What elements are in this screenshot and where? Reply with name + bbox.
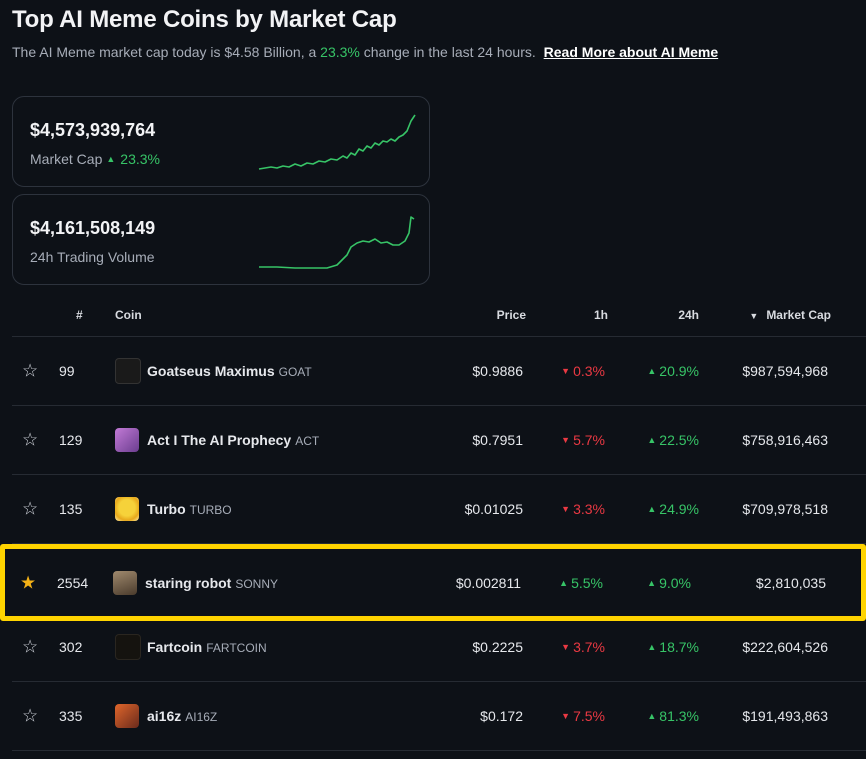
row-market-cap: $758,916,463 (742, 431, 828, 448)
market-cap-label: Market Cap (30, 151, 103, 167)
row-price: $0.2225 (472, 638, 523, 655)
down-arrow-icon: ▼ (561, 710, 571, 721)
row-rank: 99 (59, 362, 75, 379)
star-icon[interactable]: ☆ (22, 705, 39, 725)
volume-sparkline (259, 216, 415, 269)
table-row[interactable]: ☆ 135 Turbo TURBO $0.01025 ▼ 3.3% ▲ 24.9% $… (12, 474, 866, 544)
subtitle-change: 23.3% (320, 44, 360, 60)
staring-robot-icon (113, 570, 137, 595)
star-icon[interactable]: ☆ (22, 360, 39, 380)
row-24h: ▲ 22.5% (647, 431, 699, 448)
coin-symbol: GOAT (278, 364, 312, 379)
row-24h: ▲ 20.9% (647, 362, 699, 379)
volume-card: $4,161,508,149 24h Trading Volume (12, 194, 430, 285)
row-1h: ▼ 0.3% (561, 362, 605, 379)
up-arrow-icon: ▲ (647, 365, 657, 376)
down-arrow-icon: ▼ (561, 641, 571, 652)
goat-icon (115, 357, 141, 384)
star-icon[interactable]: ☆ (22, 429, 39, 449)
coin-name-link[interactable]: Act I The AI Prophecy ACT (147, 431, 320, 448)
coin-symbol: TURBO (189, 502, 232, 517)
row-1h: ▼ 3.3% (561, 500, 605, 517)
row-price: $0.9886 (472, 362, 523, 379)
page-subtitle: The AI Meme market cap today is $4.58 Bi… (12, 44, 719, 60)
market-cap-sparkline (258, 114, 416, 170)
col-price[interactable]: Price (496, 308, 526, 322)
row-highlight-box (0, 544, 866, 621)
fartcoin-icon (115, 633, 141, 660)
coin-symbol: FARTCOIN (206, 640, 267, 655)
volume-value: $4,161,508,149 (30, 218, 156, 238)
up-arrow-icon: ▲ (647, 503, 657, 514)
col-rank[interactable]: # (76, 308, 83, 322)
down-arrow-icon: ▼ (561, 503, 571, 514)
row-price: $0.01025 (464, 500, 523, 517)
coin-symbol: SONNY (235, 576, 279, 591)
table-row[interactable]: ☆ 302 Fartcoin FARTCOIN $0.2225 ▼ 3.7% ▲ 18… (12, 612, 866, 682)
up-arrow-icon: ▲ (647, 641, 657, 652)
row-rank: 2554 (57, 574, 89, 591)
row-24h: ▲ 24.9% (647, 500, 699, 517)
coin-symbol: ACT (295, 433, 320, 448)
table-row[interactable]: ☆ 129 Act I The AI Prophecy ACT $0.7951 ▼… (12, 405, 866, 475)
col-1h[interactable]: 1h (593, 308, 608, 322)
row-market-cap: $709,978,518 (742, 500, 828, 517)
coin-name-link[interactable]: Goatseus Maximus GOAT (147, 362, 312, 379)
row-market-cap: $191,493,863 (742, 707, 828, 724)
row-1h: ▼ 7.5% (561, 707, 605, 724)
star-icon[interactable]: ☆ (22, 636, 39, 656)
row-1h: ▼ 3.7% (561, 638, 605, 655)
coin-name-link[interactable]: Fartcoin FARTCOIN (147, 638, 267, 655)
up-arrow-icon: ▲ (647, 710, 657, 721)
table-row[interactable]: ☆ 99 Goatseus Maximus GOAT $0.9886 ▼ 0.3% … (12, 336, 866, 406)
up-arrow-icon: ▲ (559, 577, 569, 588)
row-rank: 135 (59, 500, 83, 517)
coin-name-link[interactable]: Turbo TURBO (147, 500, 232, 517)
act-icon (115, 427, 139, 452)
star-filled-icon[interactable]: ★ (20, 572, 37, 592)
col-24h[interactable]: 24h (678, 308, 699, 322)
down-arrow-icon: ▼ (561, 434, 571, 445)
up-arrow-icon: ▲ (647, 434, 657, 445)
row-price: $0.172 (480, 707, 523, 724)
read-more-link[interactable]: Read More about AI Meme (543, 44, 719, 60)
row-price: $0.7951 (472, 431, 523, 448)
volume-label: 24h Trading Volume (30, 249, 155, 265)
col-coin[interactable]: Coin (115, 308, 142, 322)
page-title: Top AI Meme Coins by Market Cap (12, 6, 397, 33)
ai16z-icon (115, 703, 139, 728)
table-row[interactable]: ☆ 335 ai16z AI16Z $0.172 ▼ 7.5% ▲ 81.3% $19… (12, 681, 866, 751)
up-arrow-icon: ▲ (106, 154, 116, 164)
row-24h: ▲ 18.7% (647, 638, 699, 655)
row-market-cap: $2,810,035 (755, 574, 826, 591)
market-cap-card: $4,573,939,764 Market Cap ▲ 23.3% (12, 96, 430, 187)
row-1h: ▼ 5.7% (561, 431, 605, 448)
col-market-cap[interactable]: ▼ Market Cap (749, 308, 831, 322)
market-cap-value: $4,573,939,764 (30, 120, 156, 140)
row-price: $0.002811 (455, 574, 521, 591)
row-market-cap: $222,604,526 (742, 638, 828, 655)
row-rank: 335 (59, 707, 83, 724)
coin-name-link[interactable]: ai16z AI16Z (147, 707, 218, 724)
row-24h: ▲ 9.0% (647, 574, 691, 591)
up-arrow-icon: ▲ (647, 577, 657, 588)
sort-desc-icon: ▼ (749, 311, 759, 321)
table-header: # Coin Price 1h 24h ▼ Market Cap (12, 296, 866, 337)
row-market-cap: $987,594,968 (742, 362, 828, 379)
coin-name-link[interactable]: staring robot SONNY (145, 574, 279, 591)
turbo-icon (115, 496, 139, 521)
coin-symbol: AI16Z (185, 709, 218, 724)
row-rank: 302 (59, 638, 83, 655)
star-icon[interactable]: ☆ (22, 498, 39, 518)
row-rank: 129 (59, 431, 83, 448)
row-1h: ▲ 5.5% (559, 574, 603, 591)
down-arrow-icon: ▼ (561, 365, 571, 376)
market-cap-change: 23.3% (120, 151, 160, 167)
row-24h: ▲ 81.3% (647, 707, 699, 724)
